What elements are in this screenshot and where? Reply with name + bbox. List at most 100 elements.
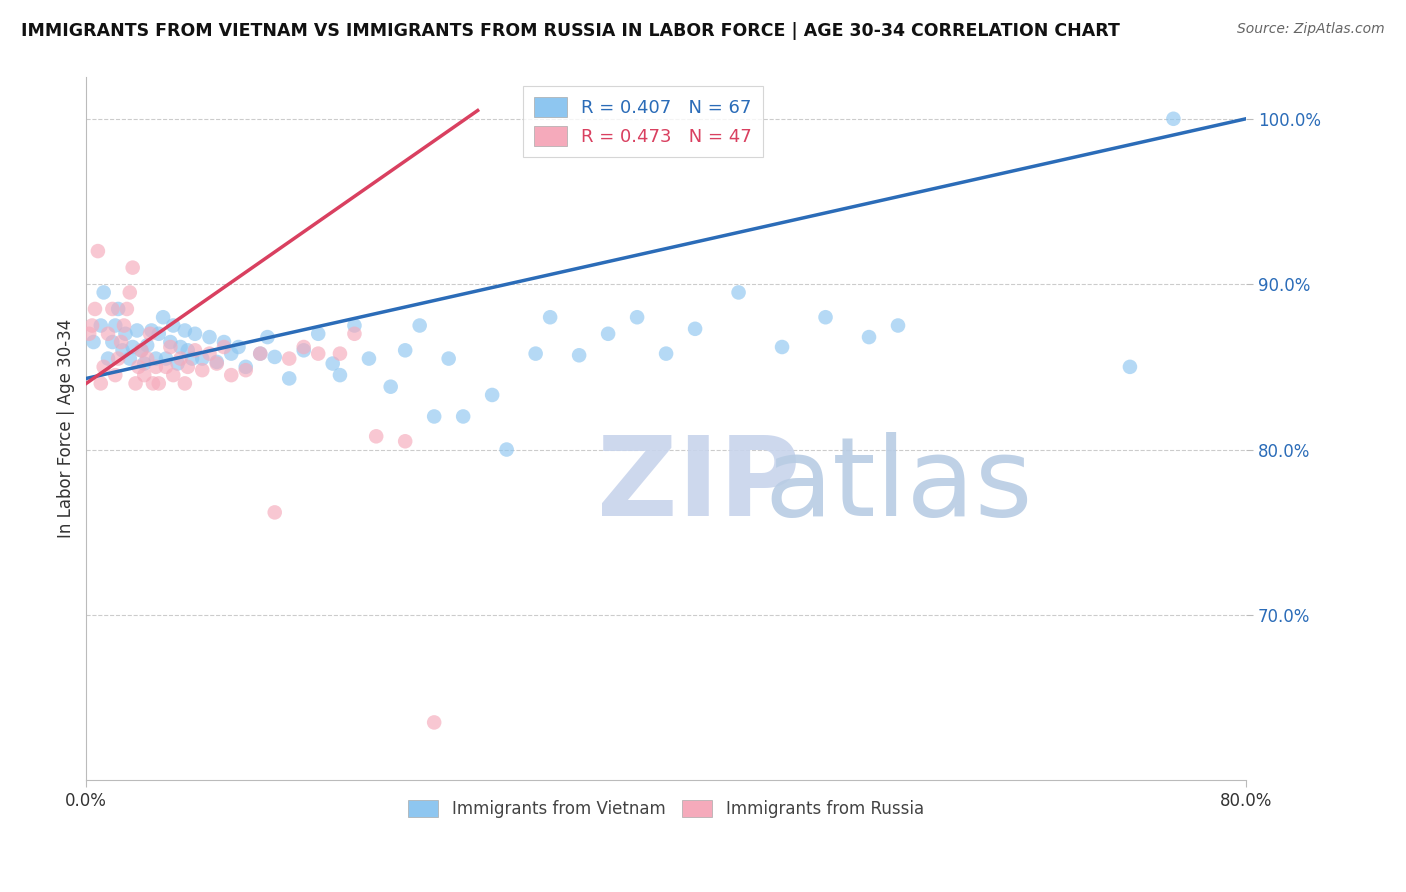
Point [437,351,460,366]
Point [142,376,165,391]
Point [307,346,329,360]
Point [159,340,181,354]
Point [626,310,648,325]
Point [166,357,188,371]
Point [77,326,100,341]
Point [169,351,191,366]
Point [104,318,127,333]
Point [184,343,207,358]
Point [181,351,204,366]
Point [97,351,120,366]
Point [307,326,329,341]
Point [112,318,135,333]
Point [343,318,366,333]
Point [423,715,446,730]
Point [101,301,124,316]
Point [84,301,107,316]
Point [357,351,380,366]
Point [292,340,315,354]
Point [83,334,105,349]
Point [481,388,503,402]
Point [212,334,235,349]
Point [169,340,191,354]
Point [568,348,591,362]
Point [136,351,159,366]
Point [107,301,129,316]
Point [366,429,388,443]
Point [177,359,200,374]
Legend: Immigrants from Vietnam, Immigrants from Russia: Immigrants from Vietnam, Immigrants from… [402,793,931,825]
Point [205,357,228,371]
Point [97,326,120,341]
Point [278,371,301,385]
Point [598,326,620,341]
Point [162,368,184,383]
Point [538,310,561,325]
Point [125,323,148,337]
Point [118,285,141,300]
Point [148,376,170,391]
Point [177,343,200,358]
Point [114,326,136,341]
Point [219,346,242,360]
Point [141,323,163,337]
Text: IMMIGRANTS FROM VIETNAM VS IMMIGRANTS FROM RUSSIA IN LABOR FORCE | AGE 30-34 COR: IMMIGRANTS FROM VIETNAM VS IMMIGRANTS FR… [21,22,1121,40]
Point [380,380,402,394]
Point [322,357,344,371]
Point [155,351,177,366]
Point [727,285,749,300]
Point [184,326,207,341]
Point [263,350,285,364]
Point [131,343,153,358]
Point [121,260,143,275]
Text: Source: ZipAtlas.com: Source: ZipAtlas.com [1237,22,1385,37]
Point [155,359,177,374]
Point [198,330,221,344]
Point [131,343,153,358]
Point [93,285,115,300]
Point [162,318,184,333]
Point [683,322,706,336]
Point [110,334,132,349]
Point [80,318,103,333]
Point [145,351,167,366]
Point [278,351,301,366]
Point [451,409,474,424]
Point [212,340,235,354]
Point [93,359,115,374]
Point [219,368,242,383]
Text: atlas: atlas [765,432,1033,539]
Point [173,376,195,391]
Point [235,359,257,374]
Text: ZIP: ZIP [596,432,800,539]
Point [145,359,167,374]
Point [198,346,221,360]
Point [408,318,430,333]
Point [134,357,156,371]
Point [152,310,174,325]
Point [134,368,156,383]
Point [394,434,416,449]
Point [139,326,162,341]
Point [1119,359,1142,374]
Point [249,346,271,360]
Point [205,355,228,369]
Y-axis label: In Labor Force | Age 30-34: In Labor Force | Age 30-34 [58,319,75,539]
Point [124,376,146,391]
Point [655,346,678,360]
Point [887,318,910,333]
Point [770,340,793,354]
Point [148,326,170,341]
Point [90,318,112,333]
Point [90,376,112,391]
Point [228,340,250,354]
Point [173,323,195,337]
Point [249,346,271,360]
Point [104,368,127,383]
Point [101,334,124,349]
Point [423,409,446,424]
Point [329,368,352,383]
Point [495,442,517,457]
Point [343,326,366,341]
Point [191,351,214,366]
